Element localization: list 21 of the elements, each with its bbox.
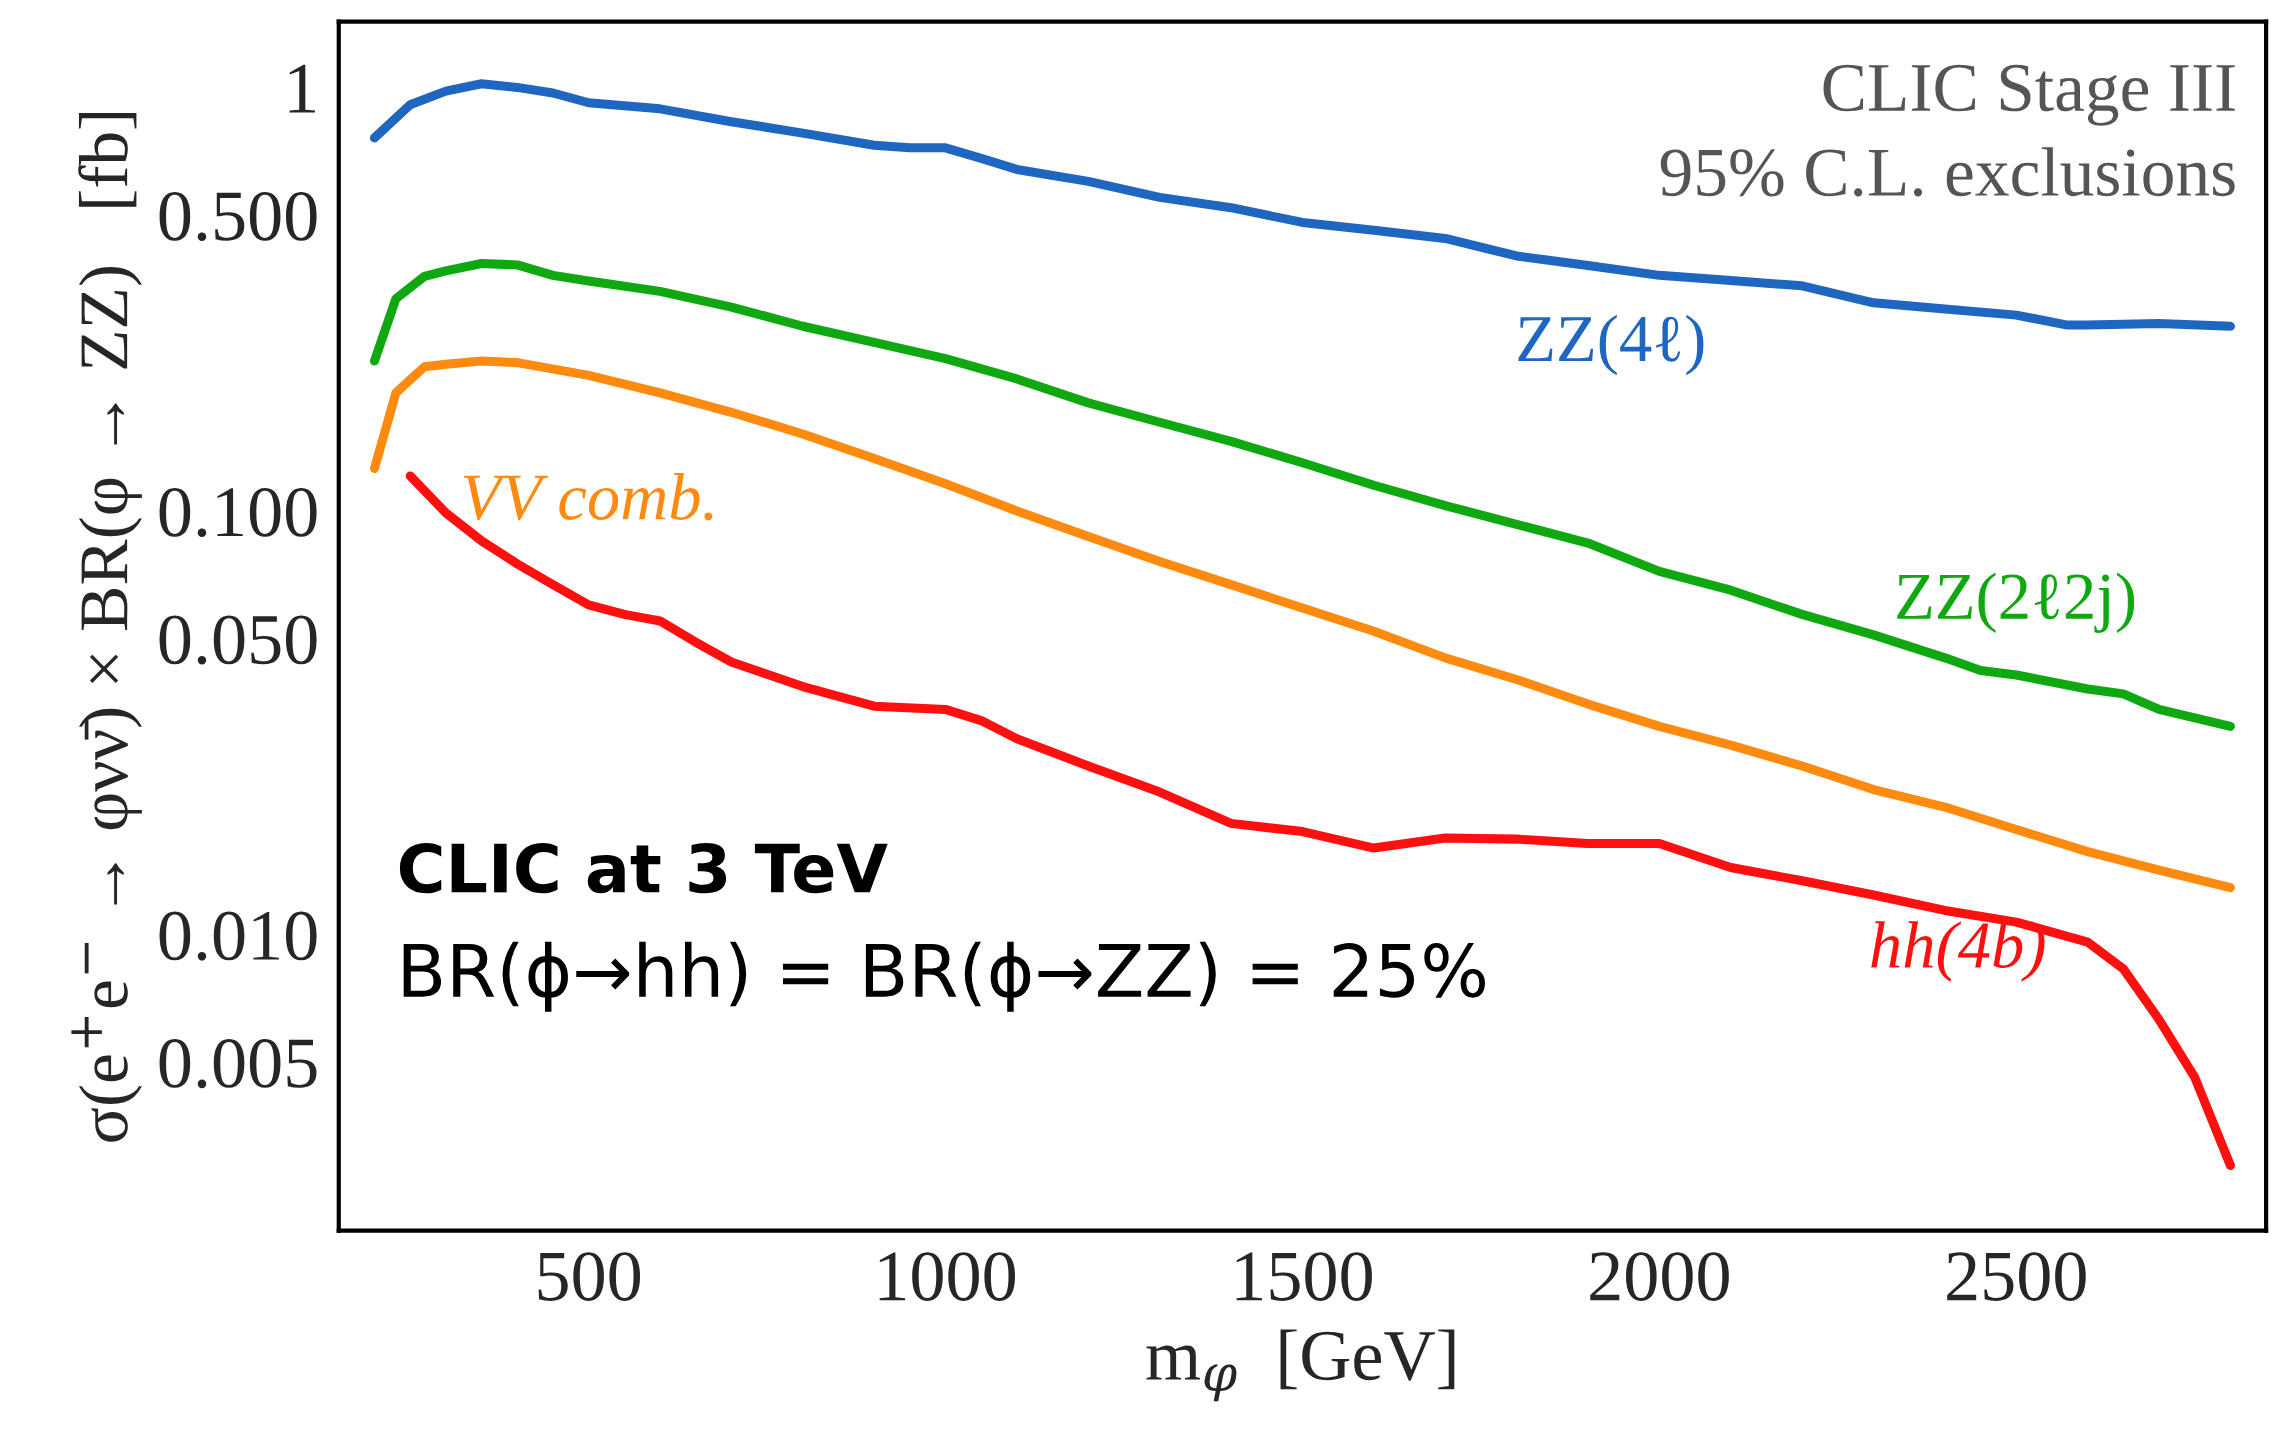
x-tick-label: 1500: [1236, 1252, 1372, 1301]
y-tick-label: 0.005: [159, 1039, 317, 1089]
x-tick-label: 2500: [1947, 1252, 2086, 1301]
y-axis-title: σ(e$^{+}$e$^{−}$ → φνν̄) × BR(φ → ZZ) [fb]: [71, 112, 142, 1142]
y-tick-label: 0.010: [159, 911, 317, 961]
y-tick-label: 0.050: [159, 615, 317, 665]
annotation: 95% C.L. exclusions: [1660, 147, 2235, 197]
x-axis-title: m$_{φ}$ [GeV]: [1146, 1329, 1455, 1402]
series-label: ZZ(4ℓ): [1518, 314, 1704, 376]
x-tick-label: 2000: [1590, 1252, 1729, 1301]
x-tick-label: 500: [538, 1252, 641, 1301]
annotation: CLIC at 3 TeV: [399, 842, 888, 894]
y-tick-label: 0.500: [159, 191, 317, 241]
series-label: hh(4b): [1871, 921, 2045, 982]
annotation: CLIC Stage III: [1823, 64, 2235, 126]
series-label: VV comb.: [463, 473, 713, 521]
series-label: ZZ(2ℓ2j): [1897, 572, 2135, 633]
annotation: BR(ϕ→hh) = BR(ϕ→ZZ) = 25%: [403, 941, 1485, 1012]
y-tick-label: 1: [289, 64, 315, 113]
y-tick-label: 0.100: [159, 488, 317, 538]
x-tick-label: 1000: [879, 1252, 1015, 1301]
